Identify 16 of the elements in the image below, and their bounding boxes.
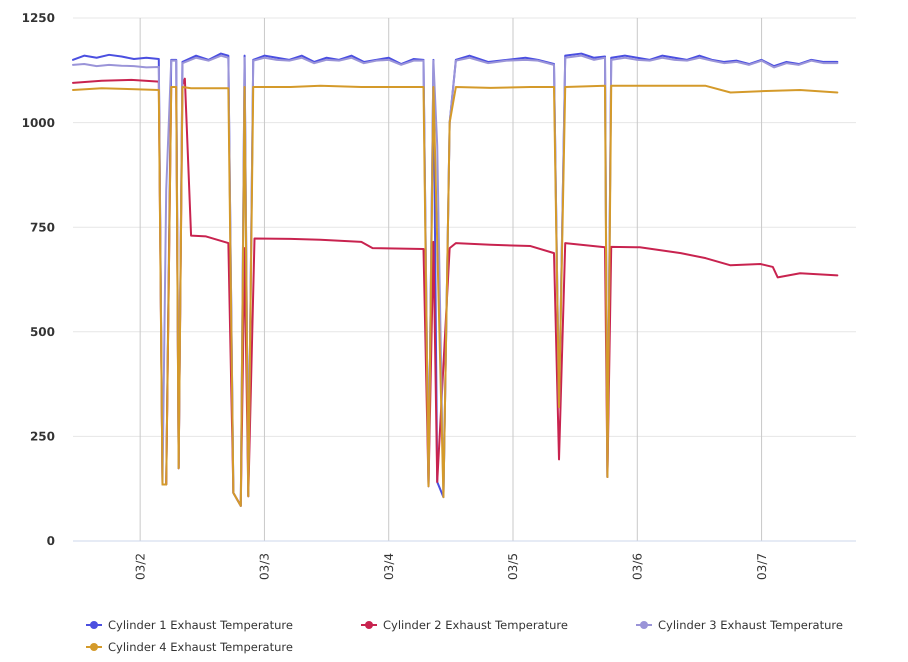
y-tick-label: 250 — [30, 430, 55, 444]
y-tick-label: 0 — [46, 534, 55, 548]
x-tick-label: 03/2 — [133, 553, 148, 580]
legend-label: Cylinder 4 Exhaust Temperature — [108, 640, 293, 654]
x-tick-label: 03/7 — [754, 553, 769, 580]
y-tick-label: 1250 — [22, 11, 55, 26]
legend-label: Cylinder 3 Exhaust Temperature — [658, 618, 843, 632]
x-tick-label: 03/3 — [258, 553, 272, 580]
x-tick-label: 03/6 — [630, 553, 644, 580]
y-tick-label: 750 — [30, 220, 55, 234]
x-tick-label: 03/5 — [506, 553, 520, 580]
x-tick-label: 03/4 — [382, 553, 396, 580]
legend-label: Cylinder 1 Exhaust Temperature — [108, 618, 293, 632]
legend-label: Cylinder 2 Exhaust Temperature — [383, 618, 568, 632]
y-tick-label: 500 — [30, 325, 55, 339]
y-tick-label: 1000 — [22, 116, 55, 130]
